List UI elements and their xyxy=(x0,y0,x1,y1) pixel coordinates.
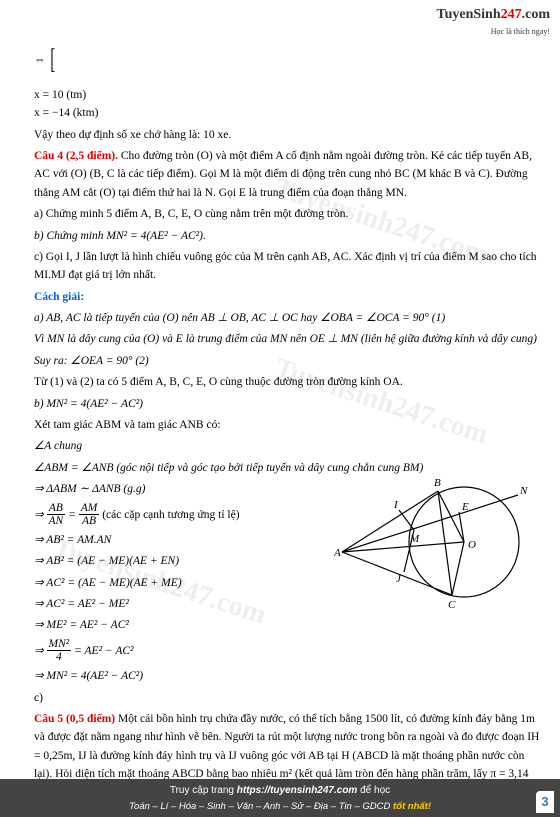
q4-part-c: c) Gọi I, J lần lượt là hình chiếu vuông… xyxy=(34,248,540,285)
sol-c: c) xyxy=(34,689,540,707)
q4-label: Câu 4 (2,5 điểm). xyxy=(34,150,118,162)
svg-text:C: C xyxy=(448,599,456,611)
svg-text:N: N xyxy=(519,485,528,497)
arrow-symbol: ⇔ xyxy=(34,54,46,66)
sol-b1: b) MN² = 4(AE² − AC²) xyxy=(34,395,540,413)
footer-link[interactable]: https://tuyensinh247.com xyxy=(237,785,358,796)
sol-b12: ⇒ MN²4 = AE² − AC² xyxy=(34,638,540,664)
sol-b3: ∠A chung xyxy=(34,437,540,455)
page-footer: Truy cập trang https://tuyensinh247.com … xyxy=(0,779,560,817)
q4-part-a: a) Chứng minh 5 điểm A, B, C, E, O cùng … xyxy=(34,205,540,223)
sol-b13: ⇒ MN² = 4(AE² − AC²) xyxy=(34,667,540,685)
svg-text:E: E xyxy=(461,501,469,513)
sol-a1: a) AB, AC là tiếp tuyến của (O) nên AB ⊥… xyxy=(34,309,540,327)
solution-label: Cách giải: xyxy=(34,288,540,306)
eq-cases: ⇔ [ xyxy=(34,38,540,83)
bracket-icon: [ xyxy=(51,38,56,83)
svg-text:O: O xyxy=(468,539,476,551)
svg-text:B: B xyxy=(434,477,441,489)
sol-b11: ⇒ ME² = AE² − AC² xyxy=(34,616,540,634)
question-5: Câu 5 (0,5 điểm) Một cái bồn hình trụ ch… xyxy=(34,710,540,784)
svg-text:A: A xyxy=(334,547,341,559)
case-1: x = 10 (tm) xyxy=(34,86,540,104)
q4-part-b: b) Chứng minh MN² = 4(AE² − AC²). xyxy=(34,227,540,245)
svg-text:I: I xyxy=(393,499,399,511)
sol-a2: Vì MN là dây cung của (O) và E là trung … xyxy=(34,330,540,348)
sol-b2: Xét tam giác ABM và tam giác ANB có: xyxy=(34,416,540,434)
conclusion-text: Vậy theo dự định số xe chở hàng là: 10 x… xyxy=(34,126,540,144)
footer-line2: Toán – Lí – Hóa – Sinh – Văn – Anh – Sử … xyxy=(0,799,560,814)
footer-line1: Truy cập trang https://tuyensinh247.com … xyxy=(0,783,560,799)
sol-a4: Từ (1) và (2) ta có 5 điểm A, B, C, E, O… xyxy=(34,373,540,391)
page-number: 3 xyxy=(536,791,554,813)
sol-a3: Suy ra: ∠OEA = 90° (2) xyxy=(34,352,540,370)
geometry-diagram: A B C E I J M N O xyxy=(334,462,534,612)
q5-label: Câu 5 (0,5 điểm) xyxy=(34,713,115,725)
question-4: Câu 4 (2,5 điểm). Cho đường tròn (O) và … xyxy=(34,147,540,202)
svg-text:M: M xyxy=(409,533,420,545)
case-2: x = −14 (ktm) xyxy=(34,104,540,122)
page-content: ⇔ [ x = 10 (tm) x = −14 (ktm) Vậy theo d… xyxy=(0,0,560,783)
